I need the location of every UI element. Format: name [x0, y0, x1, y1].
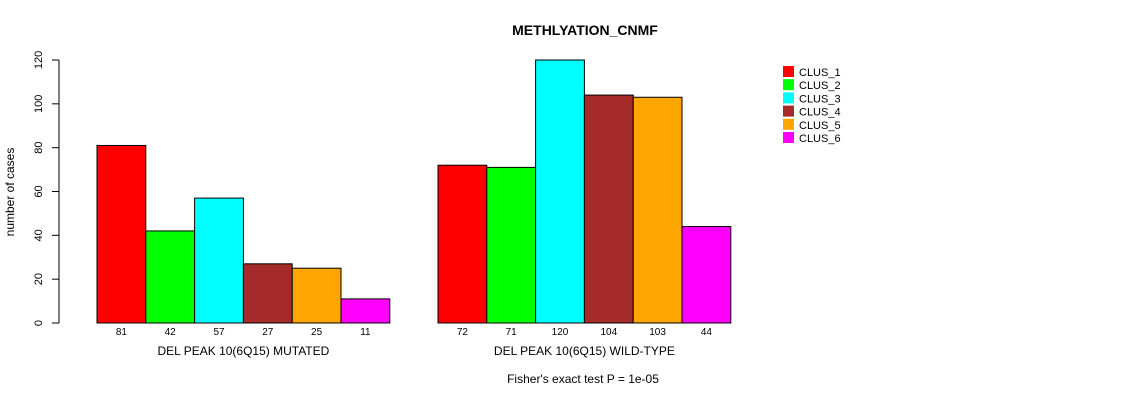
y-tick-label: 40 [33, 229, 45, 241]
bar-clus-5 [632, 96, 683, 324]
bar-clus-3 [194, 197, 244, 324]
bar-clus-3 [535, 59, 585, 324]
bar-clus-6 [681, 226, 732, 324]
bar-count-label: 44 [701, 327, 713, 338]
legend-swatch [783, 132, 794, 143]
bar-count-label: 104 [600, 327, 617, 338]
y-tick-label: 60 [33, 185, 45, 197]
bar-clus-2 [486, 166, 537, 324]
legend-label: CLUS_5 [799, 120, 841, 132]
bar-clus-4 [583, 94, 634, 324]
bar-count-label: 11 [360, 327, 371, 338]
legend-label: CLUS_2 [799, 80, 841, 92]
legend-swatch [783, 105, 794, 117]
legend-swatch [783, 118, 794, 130]
legend-label: CLUS_4 [799, 107, 841, 119]
y-tick-label: 100 [33, 95, 45, 113]
bar-clus-1 [96, 144, 147, 324]
y-tick-label: 0 [33, 320, 45, 326]
bar-count-label: 42 [165, 327, 177, 338]
bar-count-label: 72 [457, 327, 469, 338]
bar-count-label: 57 [213, 327, 225, 338]
legend-swatch [783, 92, 794, 104]
legend-swatch [783, 79, 794, 91]
y-tick-label: 20 [33, 273, 45, 285]
bar-count-label: 71 [506, 327, 518, 338]
bar-count-label: 27 [262, 327, 274, 338]
legend-label: CLUS_6 [799, 133, 841, 145]
y-axis: 0 20 40 60 80 100 120 [33, 51, 60, 326]
legend-swatch [783, 66, 794, 77]
y-tick-label: 120 [33, 51, 45, 69]
bar-clus-6 [340, 298, 391, 324]
fisher-test-caption: Fisher's exact test P = 1e-05 [507, 372, 659, 386]
chart-title: METHLYATION_CNMF [512, 22, 658, 38]
legend-label: CLUS_3 [799, 93, 841, 105]
group-label: DEL PEAK 10(6Q15) MUTATED [157, 344, 329, 358]
group-labels: DEL PEAK 10(6Q15) MUTATED DEL PEAK 10(6Q1… [157, 344, 674, 358]
bar-clus-2 [145, 230, 196, 324]
bar-count-label: 81 [116, 327, 128, 338]
bars: 81 42 57 27 25 11 72 71 120 104 103 44 [96, 59, 732, 338]
bar-clus-1 [437, 164, 488, 324]
legend-label: CLUS_1 [799, 67, 841, 79]
y-tick-label: 80 [33, 142, 45, 154]
y-axis-label: number of cases [3, 148, 17, 237]
bar-count-label: 120 [552, 327, 569, 338]
bar-clus-4 [242, 263, 293, 324]
group-label: DEL PEAK 10(6Q15) WILD-TYPE [494, 344, 675, 358]
bar-count-label: 25 [311, 327, 323, 338]
bar-clus-5 [291, 267, 342, 324]
bar-count-label: 103 [649, 327, 666, 338]
